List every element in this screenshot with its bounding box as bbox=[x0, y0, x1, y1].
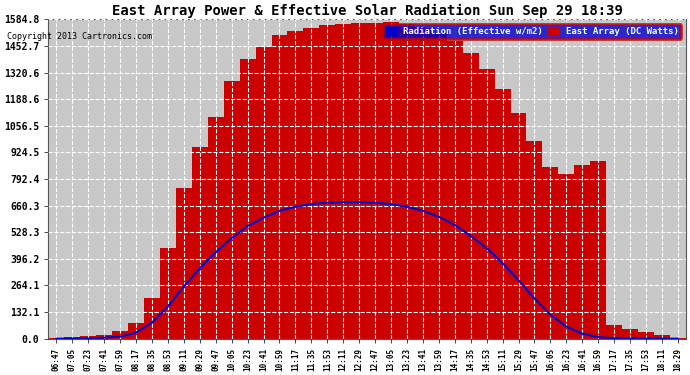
Title: East Array Power & Effective Solar Radiation Sun Sep 29 18:39: East Array Power & Effective Solar Radia… bbox=[112, 4, 622, 18]
Bar bbox=[80, 336, 96, 339]
Bar bbox=[319, 26, 335, 339]
Bar bbox=[495, 89, 511, 339]
Bar bbox=[239, 59, 255, 339]
Bar bbox=[255, 46, 272, 339]
Bar bbox=[272, 34, 288, 339]
Bar bbox=[511, 113, 526, 339]
Bar bbox=[447, 40, 463, 339]
Bar bbox=[128, 322, 144, 339]
Bar bbox=[288, 30, 304, 339]
Bar bbox=[463, 53, 479, 339]
Bar bbox=[351, 24, 367, 339]
Legend: Radiation (Effective w/m2), East Array (DC Watts): Radiation (Effective w/m2), East Array (… bbox=[383, 24, 681, 39]
Bar bbox=[112, 331, 128, 339]
Bar bbox=[304, 27, 319, 339]
Bar bbox=[383, 22, 399, 339]
Bar bbox=[48, 338, 64, 339]
Bar bbox=[399, 24, 415, 339]
Bar bbox=[335, 24, 351, 339]
Bar bbox=[144, 298, 160, 339]
Bar bbox=[431, 33, 447, 339]
Bar bbox=[606, 325, 622, 339]
Bar bbox=[622, 328, 638, 339]
Bar bbox=[638, 332, 654, 339]
Bar bbox=[526, 141, 542, 339]
Bar bbox=[558, 174, 574, 339]
Bar bbox=[192, 147, 208, 339]
Bar bbox=[590, 162, 606, 339]
Bar bbox=[542, 168, 558, 339]
Text: Copyright 2013 Cartronics.com: Copyright 2013 Cartronics.com bbox=[7, 32, 152, 41]
Bar bbox=[224, 81, 239, 339]
Bar bbox=[160, 248, 176, 339]
Bar bbox=[64, 337, 80, 339]
Bar bbox=[96, 334, 112, 339]
Bar bbox=[574, 165, 590, 339]
Bar bbox=[415, 27, 431, 339]
Bar bbox=[176, 188, 192, 339]
Bar bbox=[479, 69, 495, 339]
Bar bbox=[654, 334, 670, 339]
Bar bbox=[208, 117, 224, 339]
Bar bbox=[367, 23, 383, 339]
Bar bbox=[670, 338, 686, 339]
